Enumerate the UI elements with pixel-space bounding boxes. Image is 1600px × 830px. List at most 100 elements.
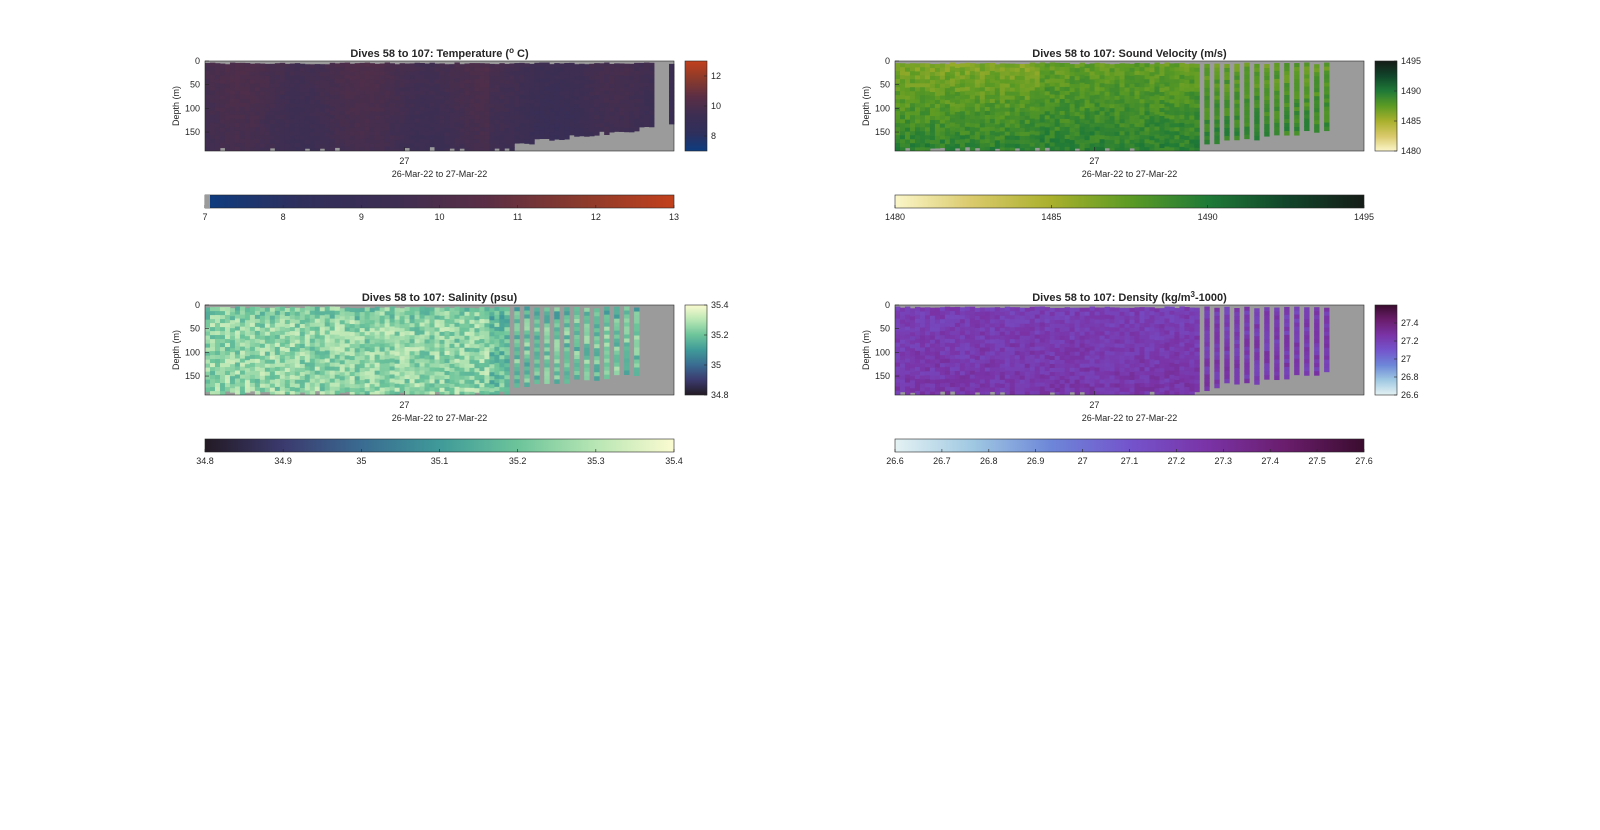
heatmap-cell [534,102,540,108]
heatmap-cell [1134,74,1140,80]
heatmap-cell [1224,131,1230,137]
heatmap-cell [339,110,346,116]
heatmap-cell [609,95,615,101]
heatmap-cell [334,378,341,384]
heatmap-cell [314,140,321,145]
heatmap-cell [919,119,926,124]
heatmap-cell [244,312,251,317]
heatmap-cell [324,310,331,315]
heatmap-cell [1139,71,1145,76]
heatmap-cell [464,383,470,389]
heatmap-cell [1204,83,1210,89]
heatmap-cell [464,371,470,377]
heatmap-cell [369,143,376,148]
heatmap-cell [429,383,435,388]
heatmap-cell [519,138,525,144]
heatmap-cell [1069,72,1076,77]
heatmap-cell [604,110,610,115]
heatmap-cell [309,112,316,117]
heatmap-cell [895,71,901,76]
heatmap-cell [509,143,515,148]
heatmap-cell [1284,127,1290,132]
heatmap-cell [274,362,281,368]
x-axis-label: 26-Mar-22 to 27-Mar-22 [1082,169,1178,179]
heatmap-cell [1084,108,1090,113]
heatmap-cell [1214,115,1220,121]
heatmap-cell [369,328,376,333]
heatmap-cell [494,100,500,105]
heatmap-cell [249,358,256,364]
heatmap-cell [474,308,480,313]
heatmap-cell [624,91,630,97]
heatmap-cell [389,386,395,391]
heatmap-cell [469,359,475,365]
heatmap-cell [244,127,251,132]
heatmap-cell [459,335,465,341]
heatmap-cell [294,343,301,349]
heatmap-cell [669,75,675,81]
heatmap-cell [949,82,956,88]
heatmap-cell [429,134,435,140]
heatmap-cell [374,63,381,69]
heatmap-cell [214,343,221,348]
heatmap-cell [399,79,405,84]
heatmap-cell [294,139,301,144]
heatmap-cell [259,355,266,361]
heatmap-cell [1049,130,1056,135]
heatmap-cell [914,115,921,120]
heatmap-cell [419,138,425,144]
heatmap-cell [549,136,555,141]
heatmap-cell [329,102,336,108]
heatmap-cell [294,319,301,325]
heatmap-cell [224,104,231,109]
heatmap-cell [1244,118,1250,124]
heatmap-cell [1029,78,1036,84]
heatmap-cell [414,138,420,144]
heatmap-cell [1079,62,1085,68]
heatmap-cell [424,359,430,364]
heatmap-cell [909,67,916,72]
heatmap-cell [264,63,271,69]
heatmap-cell [389,358,395,363]
heatmap-cell [1314,68,1320,73]
heatmap-cell [494,72,500,77]
heatmap-cell [294,311,301,317]
heatmap-cell [419,322,425,328]
heatmap-cell [1164,126,1170,132]
heatmap-cell [1314,108,1320,113]
heatmap-cell [1079,82,1085,88]
heatmap-cell [895,75,901,80]
heatmap-cell [1089,87,1095,92]
heatmap-cell [1124,119,1130,125]
heatmap-cell [579,115,585,121]
heatmap-cell [1294,99,1300,104]
heatmap-cell [1114,87,1120,93]
heatmap-cell [964,126,971,132]
heatmap-cell [244,87,251,92]
heatmap-cell [454,90,460,95]
heatmap-cell [434,387,440,393]
heatmap-cell [359,126,366,132]
heatmap-cell [319,307,326,312]
heatmap-cell [339,320,346,325]
heatmap-cell [1154,94,1160,100]
heatmap-cell [469,107,475,112]
heatmap-cell [1029,70,1036,76]
heatmap-cell [1214,71,1220,77]
heatmap-cell [1109,120,1115,125]
heatmap-cell [469,147,475,151]
heatmap-cell [534,367,540,373]
heatmap-cell [1054,114,1061,120]
heatmap-cell [324,148,331,151]
heatmap-cell [504,367,510,372]
heatmap-cell [904,87,911,93]
heatmap-cell [629,95,635,101]
heatmap-cell [954,75,961,81]
heatmap-cell [514,83,520,88]
heatmap-cell [524,135,530,140]
heatmap-cell [1234,95,1240,101]
heatmap-cell [644,66,650,72]
heatmap-cell [914,123,921,128]
heatmap-cell [414,315,420,320]
heatmap-cell [529,75,535,81]
